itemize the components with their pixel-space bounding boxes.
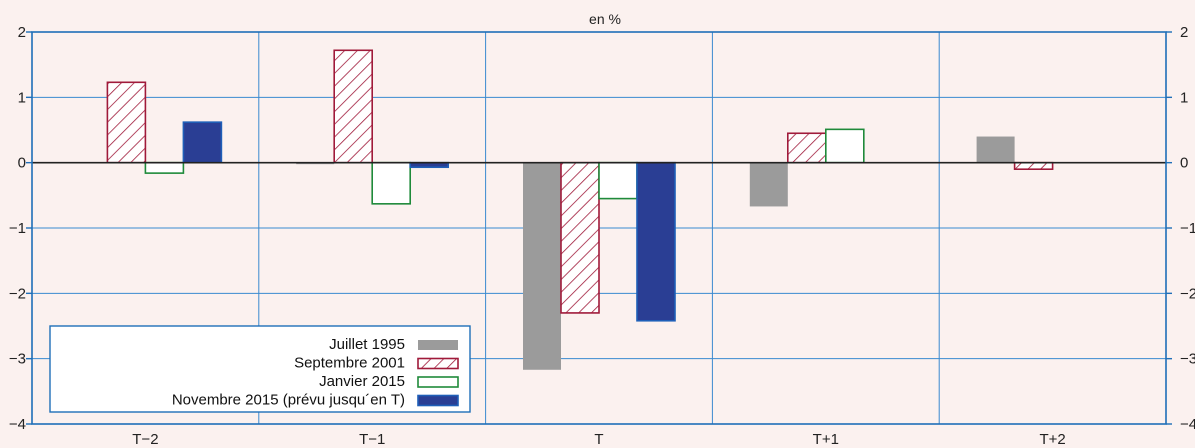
y-tick-label: 0 (18, 155, 26, 172)
bar (1013, 161, 1054, 171)
y-tick-label-right: 1 (1180, 89, 1188, 106)
legend-swatch (417, 394, 459, 407)
y-tick-label-right: −4 (1180, 416, 1195, 433)
bars (106, 49, 1054, 370)
chart-subtitle: en % (589, 11, 621, 27)
bar (333, 49, 374, 164)
y-tick-label-right: 2 (1180, 24, 1188, 41)
bar (560, 161, 600, 314)
bar (182, 121, 223, 164)
bar (106, 81, 147, 164)
bar (371, 161, 412, 205)
bar (976, 136, 1015, 163)
legend-swatch (417, 376, 459, 388)
legend-label: Septembre 2001 (294, 355, 405, 372)
bar (598, 161, 638, 200)
axes: 2 2 1 1 0 0 −1 −1 −2 −2 −3 −3 −4 −4 T−2 T−1 T T+1 T+2 (9, 24, 1195, 448)
legend-swatch (418, 340, 458, 350)
y-tick-label-right: 0 (1180, 155, 1188, 172)
x-tick-label: T+2 (1039, 431, 1065, 448)
bar (749, 162, 788, 207)
y-tick-label: 1 (18, 89, 26, 106)
x-tick-label: T−2 (132, 431, 158, 448)
y-tick-label: −3 (9, 351, 26, 368)
legend-label: Novembre 2015 (prévu jusqu´en T) (172, 392, 405, 409)
x-tick-label: T (594, 431, 603, 448)
y-tick-label: −2 (9, 285, 26, 302)
legend-label: Janvier 2015 (319, 373, 405, 390)
bar (523, 162, 561, 370)
y-tick-label: 2 (18, 24, 26, 41)
y-tick-label: −1 (9, 220, 26, 237)
y-tick-label: −4 (9, 416, 26, 433)
legend-swatch (417, 357, 459, 370)
x-tick-label: T−1 (359, 431, 385, 448)
y-tick-label-right: −2 (1180, 285, 1195, 302)
y-tick-label-right: −1 (1180, 220, 1195, 237)
legend-box (49, 325, 471, 413)
bar (636, 161, 676, 322)
legend-label: Juillet 1995 (329, 336, 405, 353)
bar (786, 132, 827, 164)
x-tick-label: T+1 (813, 431, 839, 448)
y-tick-label-right: −3 (1180, 351, 1195, 368)
bar (144, 161, 185, 174)
bar (824, 128, 865, 164)
